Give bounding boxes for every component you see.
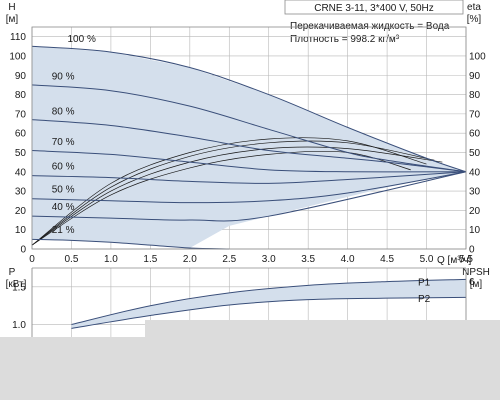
y-tick-label: 80: [15, 90, 27, 101]
model-box: [284, 0, 464, 15]
series-label: P2: [418, 294, 431, 305]
obscured-region: [0, 337, 500, 400]
efficiency-curve: [31, 137, 427, 246]
h-axis-unit: [м]: [6, 14, 19, 25]
eta-axis-title: eta: [467, 2, 481, 13]
y-tick-label: 110: [10, 32, 26, 43]
eta-axis-unit: [%]: [467, 14, 482, 25]
y2-tick-label: 70: [469, 109, 481, 120]
y-tick-label: 20: [15, 206, 27, 217]
y-tick-label: 10: [15, 225, 27, 236]
y-tick-label: 30: [15, 187, 27, 198]
y2-tick-label: 6: [469, 277, 475, 288]
head-plot: 100 % 90 % 80 % 70 % 60 % 50 % 40 % 21 % 0 0.5 1.0…: [9, 26, 486, 265]
x-tick-label: 3.0: [262, 254, 276, 265]
y-tick-label: 100: [9, 51, 26, 62]
npsh-axis-title: NPSH: [462, 267, 490, 278]
power-curve: [71, 296, 467, 329]
npsh-axis-unit: [м]: [470, 279, 483, 290]
q-axis-title: Q [м³/ч]: [437, 255, 472, 266]
speed-curve: [31, 45, 467, 173]
speed-curve-label: 100 %: [68, 34, 96, 45]
y-tick-label: 50: [15, 148, 27, 159]
y-tick-label: 40: [15, 167, 27, 178]
x-tick-label: 0.5: [65, 254, 79, 265]
efficiency-curve: [31, 140, 435, 246]
y-tick-label: 0: [20, 245, 26, 256]
obscured-region-top: [145, 320, 500, 337]
x-tick-label: 4.5: [380, 254, 394, 265]
model-label: CRNE 3-11, 3*400 V, 50Hz: [314, 3, 434, 14]
x-tick-label: 4.0: [341, 254, 355, 265]
speed-curve: [31, 84, 467, 173]
speed-curve-label: 21 %: [52, 225, 75, 236]
y2-tick-label: 40: [469, 167, 481, 178]
y2-tick-label: 80: [469, 90, 481, 101]
series-label: P1: [418, 278, 431, 289]
x-tick-label: 0: [29, 254, 35, 265]
y-tick-label: 1.5: [12, 282, 26, 293]
speed-curve: [31, 171, 467, 184]
y2-tick-label: 0: [469, 245, 475, 256]
h-axis-title: H: [8, 2, 15, 13]
efficiency-curve: [31, 146, 443, 246]
x-tick-label: 5.0: [420, 254, 434, 265]
power-curve: [71, 278, 467, 326]
speed-curve-label: 70 %: [52, 137, 75, 148]
p-axis-unit: [кВт]: [6, 279, 27, 290]
speed-curve: [31, 119, 467, 173]
y-tick-label: 60: [15, 129, 27, 140]
speed-curve-label: 90 %: [52, 72, 75, 83]
y-tick-label: 90: [15, 71, 27, 82]
x-tick-label: 3.5: [301, 254, 315, 265]
speed-curve: [31, 150, 467, 173]
y-tick-label: 1.0: [12, 320, 26, 331]
x-tick-label: 2.5: [222, 254, 236, 265]
y2-tick-label: 90: [469, 71, 481, 82]
speed-curve: [31, 171, 467, 204]
x-tick-label: 1.5: [143, 254, 157, 265]
x-tick-label: 2.0: [183, 254, 197, 265]
y2-tick-label: 100: [469, 51, 486, 62]
y2-tick-label: 20: [469, 206, 481, 217]
speed-curve-label: 40 %: [52, 202, 75, 213]
y2-tick-label: 60: [469, 129, 481, 140]
speed-curve-label: 60 %: [52, 161, 75, 172]
y2-tick-label: 30: [469, 187, 481, 198]
y2-tick-label: 10: [469, 225, 481, 236]
speed-curve-label: 50 %: [52, 185, 75, 196]
power-envelope: [71, 279, 467, 329]
x-tick-label: 5.5: [459, 254, 473, 265]
y-tick-label: 70: [15, 109, 27, 120]
liquid-label: Перекачиваемая жидкость = Вода: [290, 21, 450, 32]
y2-tick-label: 50: [469, 148, 481, 159]
density-label: Плотность = 998.2 кг/м³: [290, 34, 400, 45]
speed-curve-label: 80 %: [52, 106, 75, 117]
plot-frame: [31, 26, 467, 250]
p-axis-title: P: [9, 267, 16, 278]
speed-curve: [31, 171, 467, 222]
speed-curve: [31, 238, 230, 250]
x-tick-label: 1.0: [104, 254, 118, 265]
